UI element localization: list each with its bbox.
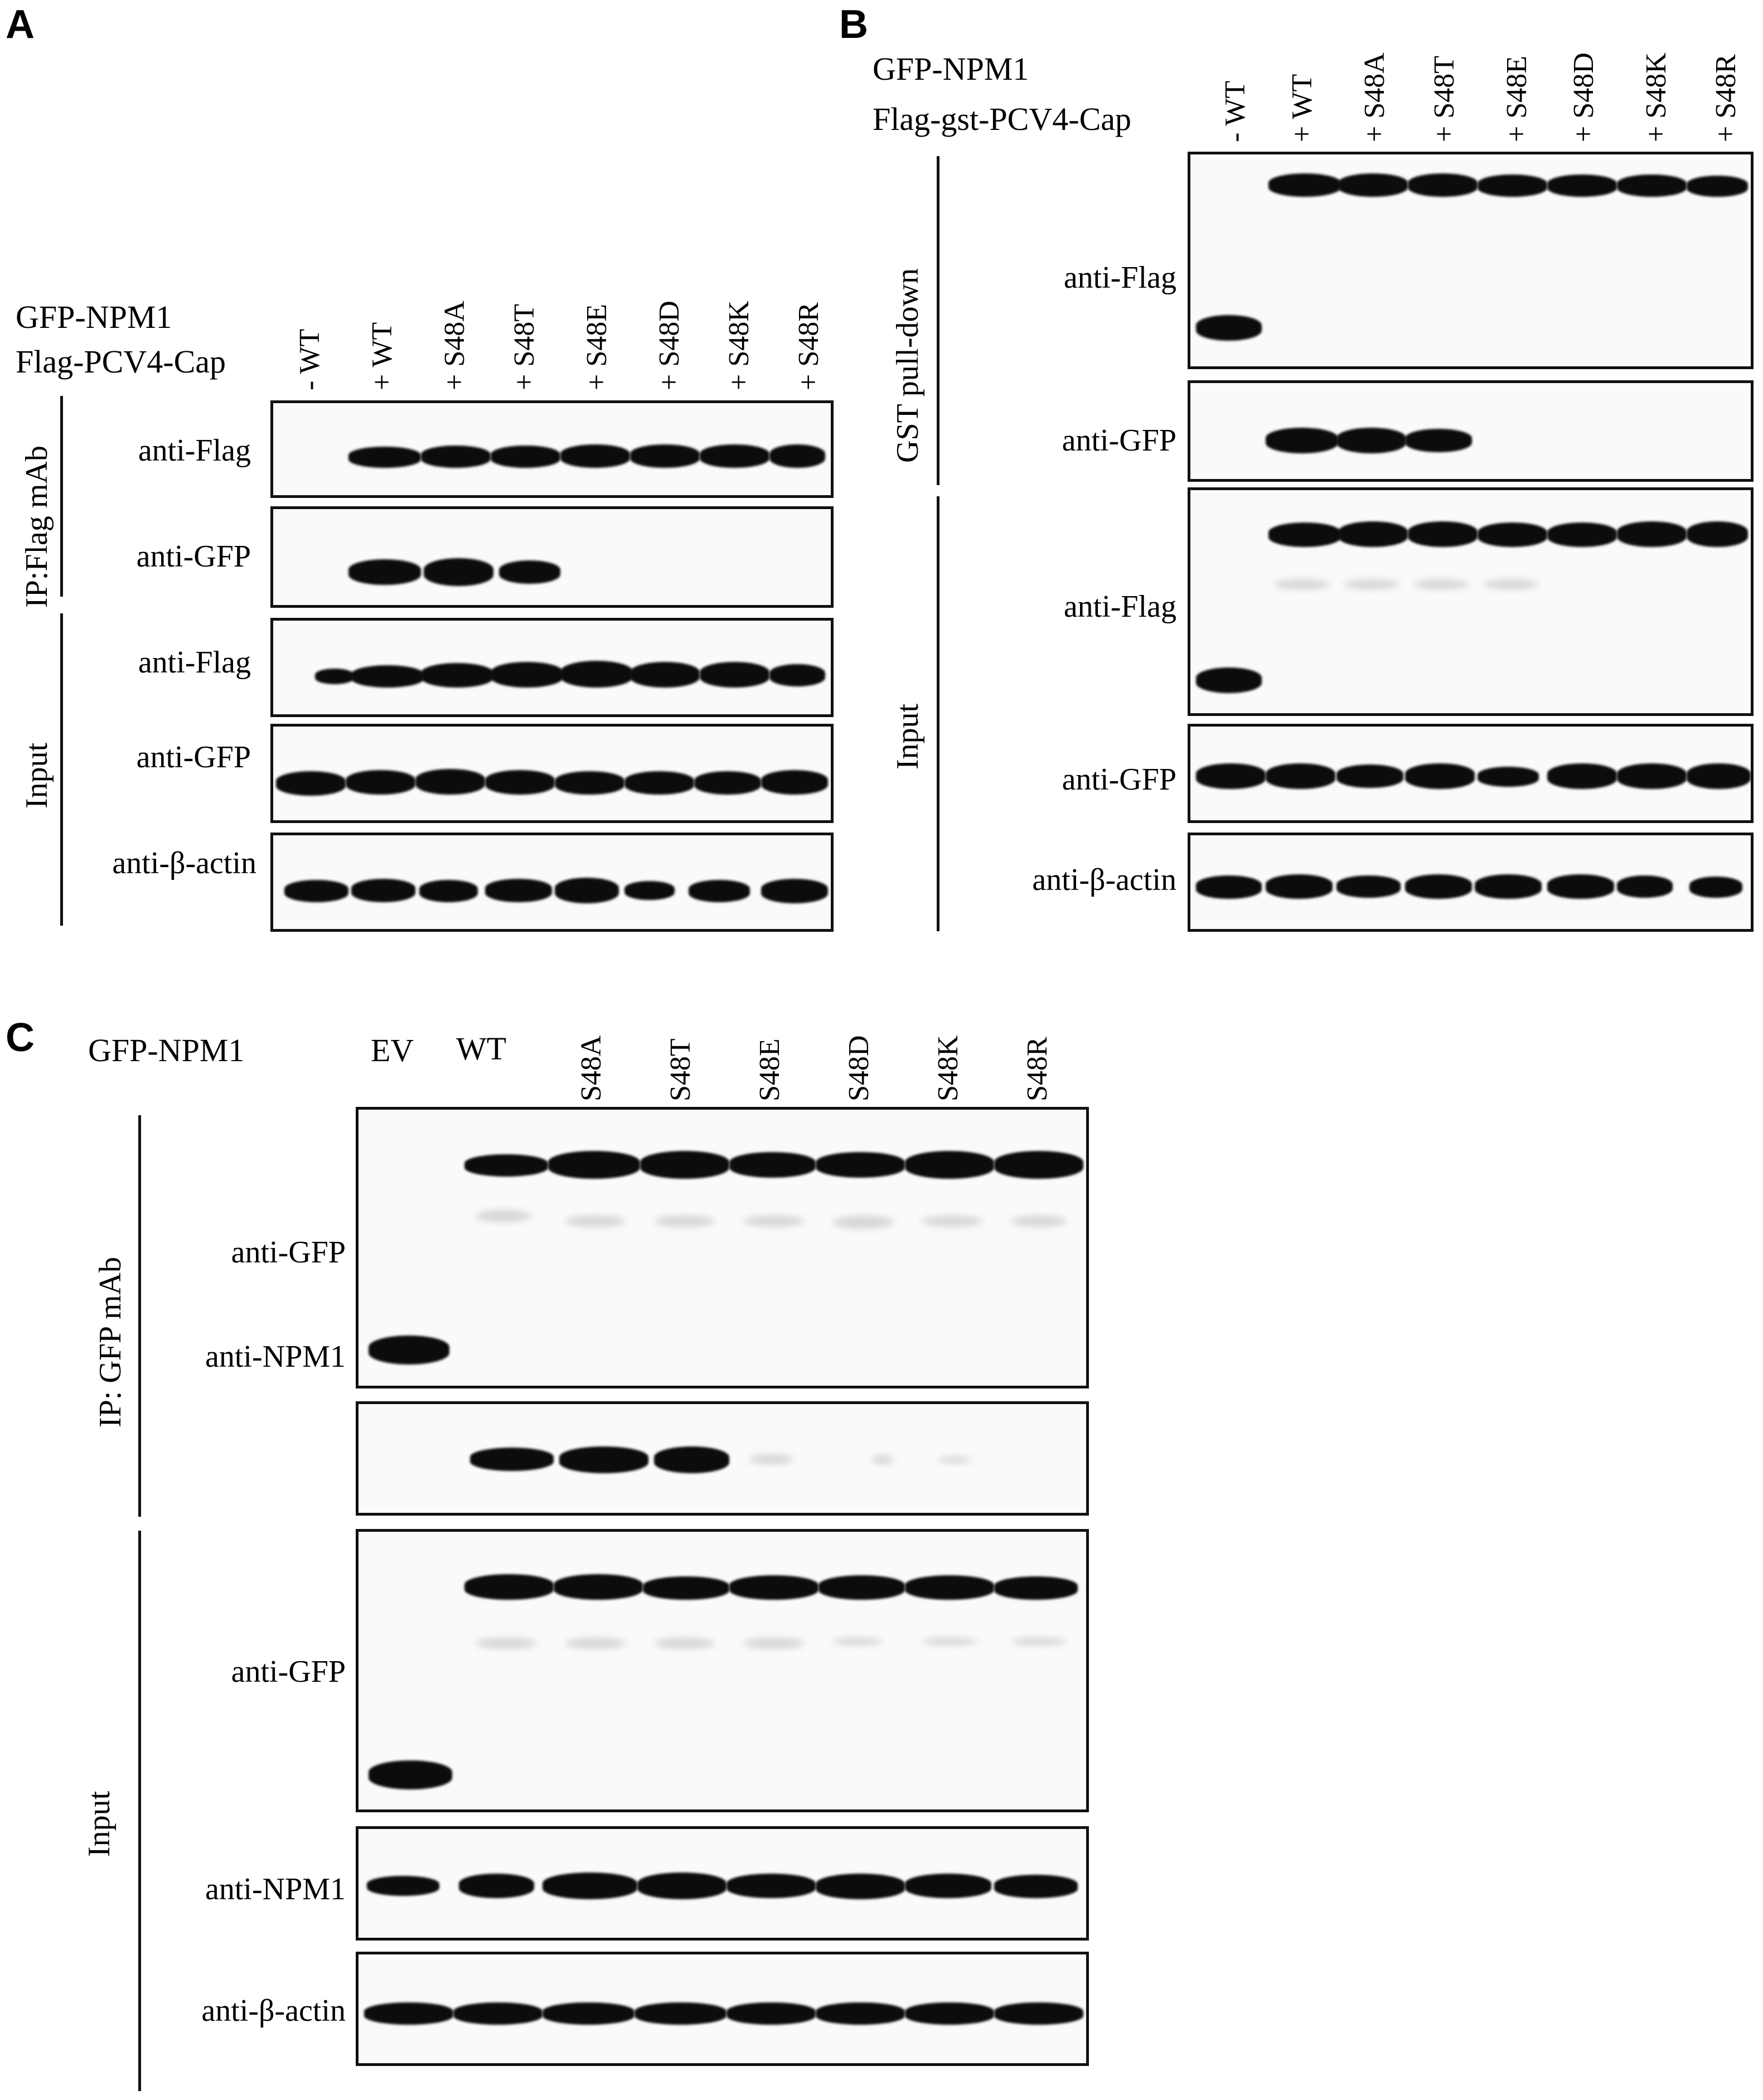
panel-a-blot-1 (270, 400, 834, 498)
panel-c-blot-5 (356, 1952, 1089, 2066)
panel-a-lane-2: + WT (366, 322, 398, 390)
panel-b-blot-1-label: anti-Flag (1063, 260, 1176, 295)
panel-c-lane-8: S48R (1021, 1037, 1053, 1101)
panel-b-blot-5-label: anti-β-actin (1032, 863, 1176, 897)
panel-b-blot-2-label: anti-GFP (1062, 423, 1176, 458)
panel-a-blot-1-label: anti-Flag (138, 433, 251, 468)
panel-a-blot-3-label: anti-Flag (138, 645, 251, 680)
panel-b-blot-3 (1188, 487, 1754, 716)
panel-a-ip-bracket (60, 396, 63, 597)
panel-a-lane-7: + S48K (723, 301, 755, 390)
panel-b-blot-3-label: anti-Flag (1063, 589, 1176, 624)
panel-b-lane-6: + S48D (1568, 52, 1600, 142)
panel-c-input-bracket (138, 1531, 141, 2091)
panel-b-pull-group-label: GST pull-down (890, 268, 925, 463)
panel-c-blot-2 (356, 1401, 1089, 1516)
panel-c-letter: C (6, 1015, 35, 1060)
panel-b-lane-7: + S48K (1640, 52, 1672, 142)
panel-a-lane-4: + S48T (508, 303, 540, 390)
panel-a-construct-1: GFP-NPM1 (16, 299, 172, 335)
panel-c-blot-4-label: anti-NPM1 (205, 1872, 346, 1907)
panel-c-blot-1-label: anti-GFP (231, 1235, 346, 1270)
panel-b-construct-1: GFP-NPM1 (873, 51, 1029, 87)
panel-c-lane-6: S48D (843, 1035, 875, 1101)
panel-c-blot-4 (356, 1826, 1089, 1941)
panel-b-blot-4-label: anti-GFP (1062, 762, 1176, 797)
panel-a-blot-2 (270, 506, 834, 608)
panel-a-blot-2-label: anti-GFP (136, 539, 251, 574)
panel-b-blot-1 (1188, 152, 1754, 369)
panel-b-lane-3: + S48A (1359, 52, 1391, 142)
panel-b-lane-4: + S48T (1428, 55, 1460, 142)
panel-a-blot-4-label: anti-GFP (136, 740, 251, 775)
panel-c-ip-bracket (138, 1115, 141, 1517)
panel-c-construct-1: GFP-NPM1 (88, 1032, 245, 1068)
panel-c-blot-2-label: anti-NPM1 (205, 1339, 346, 1374)
panel-c-input-group-label: Input (82, 1791, 117, 1857)
panel-b-blot-2 (1188, 380, 1754, 482)
panel-c-lane-4: S48T (665, 1038, 696, 1101)
panel-b-input-bracket (937, 496, 939, 931)
panel-c-lane-3: S48A (575, 1035, 607, 1101)
panel-a-lane-8: + S48R (793, 302, 825, 390)
panel-c-lane-5: S48E (754, 1038, 786, 1101)
panel-c-lane-2: WT (456, 1030, 507, 1067)
panel-c-lane-1: EV (371, 1032, 414, 1068)
panel-c-lane-7: S48K (932, 1035, 964, 1101)
panel-b-blot-5 (1188, 833, 1754, 932)
panel-b-blot-4 (1188, 724, 1754, 823)
panel-a-blot-5 (270, 833, 834, 932)
panel-a-blot-4 (270, 724, 834, 823)
panel-b-lane-2: + WT (1286, 74, 1318, 142)
panel-b-lane-1: - WT (1219, 80, 1251, 142)
panel-a-ip-group-label: IP:Flag mAb (20, 446, 54, 608)
panel-c-ip-group-label: IP: GFP mAb (93, 1256, 128, 1428)
panel-a-input-bracket (60, 613, 63, 926)
panel-b-input-group-label: Input (890, 703, 925, 770)
panel-c-blot-5-label: anti-β-actin (201, 1993, 346, 2028)
panel-a-construct-2: Flag-PCV4-Cap (16, 343, 226, 380)
panel-b-pull-bracket (937, 156, 939, 485)
panel-a-blot-3 (270, 618, 834, 717)
panel-a-lane-6: + S48D (653, 301, 685, 390)
panel-a-input-group-label: Input (20, 742, 54, 809)
panel-c-blot-3 (356, 1529, 1089, 1812)
panel-c-blot-1 (356, 1107, 1089, 1388)
panel-a-blot-5-label: anti-β-actin (112, 846, 256, 880)
panel-b-lane-8: + S48R (1710, 54, 1742, 142)
panel-b-construct-2: Flag-gst-PCV4-Cap (873, 101, 1131, 137)
panel-b-lane-5: + S48E (1501, 55, 1533, 142)
panel-c-blot-3-label: anti-GFP (231, 1654, 346, 1689)
panel-a-lane-5: + S48E (581, 303, 613, 390)
panel-b-letter: B (839, 2, 868, 47)
panel-a-letter: A (6, 2, 35, 47)
panel-a-lane-1: - WT (294, 328, 326, 390)
panel-a-lane-3: + S48A (439, 301, 471, 390)
